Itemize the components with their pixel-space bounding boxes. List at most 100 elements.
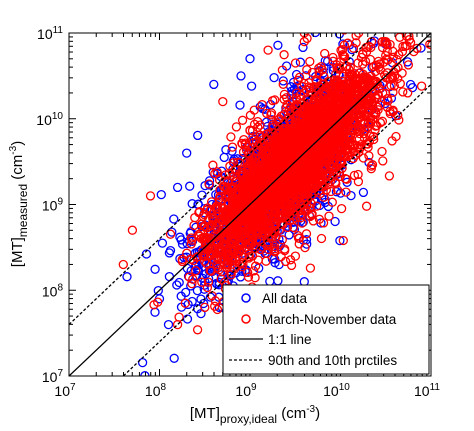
- data-point: [381, 50, 391, 61]
- data-point: [253, 204, 264, 214]
- data-point: [409, 46, 419, 57]
- data-point: [290, 58, 301, 68]
- data-point: [209, 79, 219, 90]
- data-point: [314, 63, 324, 73]
- data-point: [337, 163, 347, 173]
- data-point: [241, 145, 252, 155]
- data-point: [292, 88, 302, 98]
- data-point: [310, 94, 321, 104]
- data-point: [321, 170, 332, 180]
- data-point: [368, 131, 379, 142]
- data-point: [306, 86, 316, 96]
- data-point: [397, 46, 408, 57]
- data-point: [328, 33, 333, 34]
- one-to-one-line: [69, 33, 431, 376]
- data-point: [213, 216, 224, 226]
- data-point: [243, 267, 253, 278]
- data-point: [403, 60, 414, 70]
- data-point: [263, 190, 274, 200]
- data-point: [176, 291, 186, 301]
- data-point: [427, 40, 431, 50]
- data-point: [305, 56, 315, 67]
- data-point: [287, 166, 298, 177]
- percentile-10-line: [122, 83, 431, 376]
- data-point: [200, 302, 210, 313]
- data-point: [350, 73, 361, 83]
- data-point: [293, 203, 303, 213]
- data-point: [204, 237, 215, 247]
- y-tick-label: 1011: [37, 25, 63, 42]
- data-point: [186, 266, 196, 276]
- data-point: [378, 156, 388, 166]
- x-axis-label-unit-exponent: -3: [306, 404, 315, 415]
- data-point: [288, 205, 298, 216]
- data-point: [270, 241, 280, 252]
- x-axis-label: [MT]proxy,ideal (cm-3): [190, 404, 320, 426]
- data-point: [279, 109, 289, 120]
- data-point: [269, 72, 279, 83]
- data-point: [188, 274, 198, 284]
- data-point: [312, 123, 323, 133]
- data-point: [307, 67, 318, 78]
- data-point: [294, 239, 304, 249]
- data-point: [192, 325, 203, 335]
- data-point: [118, 259, 128, 270]
- data-point: [375, 118, 386, 128]
- data-point: [249, 105, 259, 115]
- data-point: [314, 67, 324, 78]
- data-point: [353, 33, 364, 38]
- data-point: [236, 71, 246, 81]
- data-point: [327, 197, 337, 207]
- data-point: [243, 225, 253, 235]
- data-point: [301, 229, 312, 239]
- data-point: [165, 229, 176, 239]
- data-point: [381, 36, 391, 47]
- data-point: [215, 234, 225, 245]
- data-point: [199, 209, 209, 220]
- data-point: [279, 94, 289, 104]
- data-point: [354, 147, 364, 158]
- data-point: [341, 94, 352, 104]
- data-point: [320, 99, 330, 110]
- data-point: [320, 197, 330, 208]
- data-point: [204, 179, 214, 189]
- data-point: [197, 219, 207, 229]
- x-tick-label: 108: [145, 382, 167, 399]
- data-point: [358, 153, 369, 163]
- data-point: [365, 54, 376, 65]
- data-point: [316, 61, 326, 72]
- data-point: [174, 277, 184, 288]
- data-point: [169, 214, 179, 224]
- data-point: [273, 198, 283, 209]
- y-axis-label-subscript: measured: [16, 184, 30, 237]
- data-point: [193, 130, 203, 141]
- data-point: [172, 280, 182, 290]
- data-point: [335, 235, 345, 246]
- data-point: [218, 96, 228, 107]
- data-point: [394, 115, 404, 125]
- data-point: [342, 61, 352, 71]
- data-point: [345, 139, 355, 150]
- data-point: [241, 235, 251, 246]
- data-point: [302, 157, 312, 167]
- data-point: [315, 121, 326, 131]
- data-point: [316, 24, 324, 32]
- data-point: [157, 238, 168, 248]
- data-point: [400, 41, 410, 51]
- x-axis-label-unit-close: ): [315, 405, 320, 422]
- data-point: [215, 191, 225, 201]
- data-point: [316, 233, 327, 244]
- data-point: [262, 248, 272, 258]
- data-point: [430, 24, 438, 32]
- data-point: [286, 181, 296, 191]
- data-point: [374, 83, 385, 94]
- data-point: [398, 87, 408, 97]
- data-point: [412, 43, 422, 54]
- data-point: [263, 45, 273, 55]
- data-point: [335, 158, 346, 168]
- data-point: [253, 147, 263, 157]
- data-point: [337, 76, 347, 86]
- percentile-90-line: [69, 33, 378, 326]
- data-point: [385, 108, 395, 119]
